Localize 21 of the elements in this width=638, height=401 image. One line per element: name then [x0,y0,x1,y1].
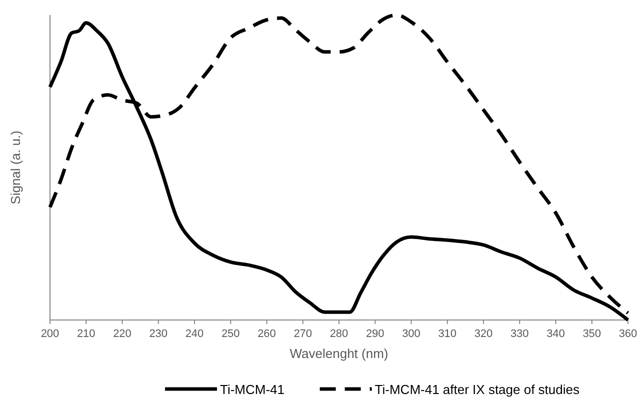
x-tick-label: 330 [510,328,529,340]
x-tick-label: 300 [402,328,420,340]
x-tick-label: 360 [618,328,638,340]
legend-label: Ti-MCM-41 [220,382,285,397]
x-tick-label: 260 [258,328,276,340]
x-tick-label: 250 [221,328,240,340]
y-axis-title: Signal (a. u.) [8,130,23,204]
x-tick-label: 210 [76,328,96,340]
x-axis-title: Wavelenght (nm) [290,346,388,361]
x-tick-label: 290 [366,328,384,340]
x-tick-label: 200 [40,328,60,340]
x-tick-label: 280 [330,328,348,340]
x-tick-label: 340 [546,328,565,340]
x-tick-label: 230 [149,328,168,340]
x-tick-label: 320 [474,328,493,340]
x-tick-label: 350 [582,328,602,340]
x-tick-label: 220 [113,328,132,340]
legend-label: Ti-MCM-41 after IX stage of studies [374,382,580,397]
x-tick-label: 310 [438,328,457,340]
x-tick-label: 270 [294,328,312,340]
x-tick-label: 240 [185,328,204,340]
